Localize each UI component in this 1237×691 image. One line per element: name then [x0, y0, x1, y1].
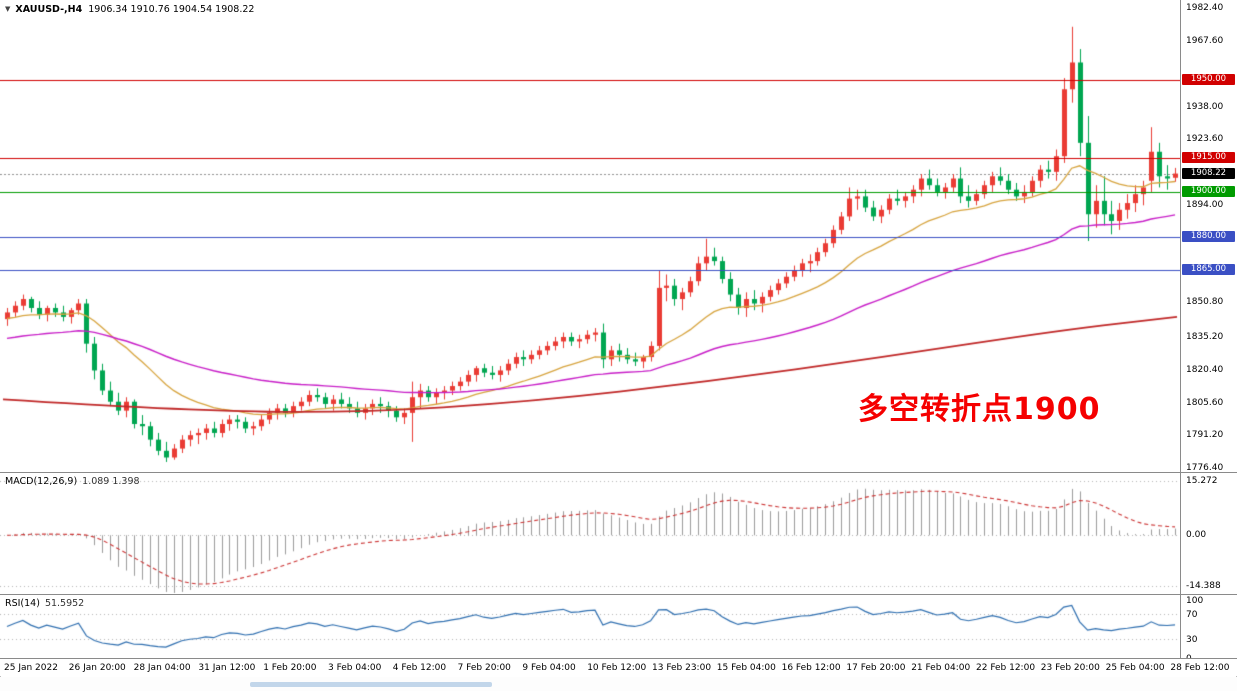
- symbol-dropdown-icon[interactable]: ▼: [5, 5, 11, 13]
- price-axis-tick: 1982.40: [1186, 3, 1224, 13]
- time-axis-label: 10 Feb 12:00: [587, 663, 647, 673]
- time-axis-label: 1 Feb 20:00: [263, 663, 317, 673]
- macd-values: 1.089 1.398: [82, 476, 140, 487]
- price-axis-tick: 1850.80: [1186, 297, 1224, 307]
- bottom-scrollbar-thumb[interactable]: [250, 682, 492, 687]
- rsi-indicator-label: RSI(14) 51.5952: [5, 598, 84, 609]
- macd-axis-tick: 15.272: [1186, 476, 1218, 486]
- rsi-axis-tick: 100: [1186, 596, 1204, 606]
- macd-name: MACD(12,26,9): [5, 476, 78, 487]
- pane-separator-main-macd[interactable]: [0, 472, 1237, 473]
- bottom-bar: [0, 677, 1237, 691]
- time-axis-label: 15 Feb 04:00: [716, 663, 776, 673]
- time-axis-label: 22 Feb 12:00: [976, 663, 1036, 673]
- time-axis-label: 28 Feb 12:00: [1170, 663, 1230, 673]
- level-price-badge: 1880.00: [1182, 231, 1235, 242]
- rsi-value: 51.5952: [44, 598, 85, 609]
- rsi-axis-tick: 30: [1186, 635, 1198, 645]
- price-axis-tick: 1835.20: [1186, 332, 1224, 342]
- rsi-name: RSI(14): [5, 598, 40, 609]
- level-price-badge: 1915.00: [1182, 152, 1235, 163]
- macd-axis-tick: 0.00: [1186, 530, 1207, 540]
- time-axis-label: 9 Feb 04:00: [522, 663, 576, 673]
- time-axis-label: 26 Jan 20:00: [68, 663, 126, 673]
- pane-separator-macd-rsi[interactable]: [0, 594, 1237, 595]
- time-axis-label: 23 Feb 20:00: [1040, 663, 1100, 673]
- chart-annotation-text: 多空转折点1900: [858, 392, 1101, 427]
- pane-separator-rsi-timeaxis[interactable]: [0, 658, 1237, 659]
- price-axis-tick: 1967.60: [1186, 36, 1224, 46]
- price-axis-tick: 1894.00: [1186, 200, 1224, 210]
- price-axis-tick: 1791.20: [1186, 430, 1224, 440]
- price-axis-tick: 1938.00: [1186, 102, 1224, 112]
- price-axis-tick: 1923.60: [1186, 134, 1224, 144]
- price-axis[interactable]: 1982.40 1967.60 1938.00 1923.60 1894.00 1850.…: [1180, 0, 1237, 676]
- level-price-badge: 1865.00: [1182, 264, 1235, 275]
- level-price-badge: 1900.00: [1182, 186, 1235, 197]
- time-axis-label: 16 Feb 12:00: [781, 663, 841, 673]
- price-axis-tick: 1776.40: [1186, 463, 1224, 473]
- time-axis-label: 21 Feb 04:00: [911, 663, 971, 673]
- price-axis-tick: 1820.40: [1186, 365, 1224, 375]
- time-axis[interactable]: 25 Jan 2022 26 Jan 20:00 28 Jan 04:00 31 Ja…: [0, 659, 1237, 676]
- time-axis-label: 4 Feb 12:00: [392, 663, 447, 673]
- time-axis-label: 25 Feb 04:00: [1105, 663, 1165, 673]
- time-axis-label: 17 Feb 20:00: [846, 663, 906, 673]
- time-axis-label: 25 Jan 2022: [4, 663, 58, 673]
- time-axis-label: 3 Feb 04:00: [328, 663, 382, 673]
- chart-header: ▼ XAUUSD-,H4 1906.34 1910.76 1904.54 1908.…: [5, 4, 254, 15]
- macd-indicator-label: MACD(12,26,9) 1.089 1.398: [5, 476, 140, 487]
- level-price-badge: 1950.00: [1182, 74, 1235, 85]
- time-axis-label: 31 Jan 12:00: [198, 663, 256, 673]
- rsi-axis-tick: 70: [1186, 610, 1198, 620]
- ohlc-values: 1906.34 1910.76 1904.54 1908.22: [88, 4, 255, 15]
- macd-axis-tick: -14.388: [1186, 581, 1221, 591]
- chart-canvas[interactable]: [0, 0, 1180, 658]
- time-axis-label: 13 Feb 23:00: [652, 663, 712, 673]
- symbol-timeframe-label: XAUUSD-,H4: [15, 4, 83, 15]
- price-axis-tick: 1805.60: [1186, 398, 1224, 408]
- current-price-badge: 1908.22: [1182, 168, 1235, 179]
- time-axis-label: 28 Jan 04:00: [133, 663, 191, 673]
- time-axis-label: 7 Feb 20:00: [457, 663, 511, 673]
